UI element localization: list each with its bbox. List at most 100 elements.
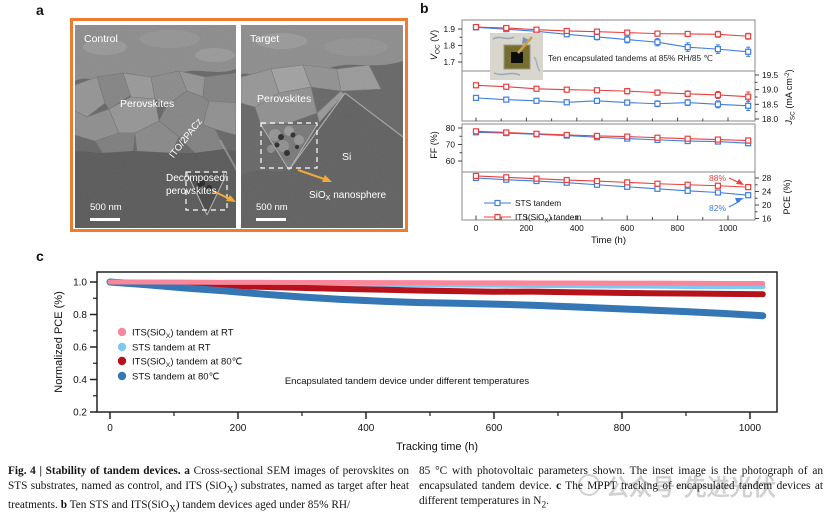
marker-square — [533, 175, 540, 182]
panel-c-label: c — [36, 248, 44, 264]
marker-square — [745, 184, 752, 191]
marker-square — [593, 132, 601, 140]
marker-square — [684, 90, 691, 97]
y-axis-title-jsc: JSC (mA cm-2) — [784, 69, 796, 125]
y-tick-label: 1.0 — [73, 278, 87, 289]
y-tick-label: 0.8 — [73, 310, 87, 321]
caption-segment: Cross-sectional SEM images of perovskite… — [8, 465, 409, 492]
polyline — [475, 131, 749, 144]
panel-b-label: b — [420, 0, 429, 16]
condition-note: Encapsulated tandem device under differe… — [285, 376, 530, 387]
marker-square — [714, 101, 722, 108]
marker-square — [624, 88, 631, 95]
marker-square — [593, 177, 601, 185]
marker-square — [684, 187, 691, 194]
marker-square — [593, 33, 601, 41]
marker-square — [745, 192, 752, 199]
x-tick-label: 400 — [570, 223, 584, 233]
marker-square — [654, 100, 661, 107]
marker-square — [745, 137, 752, 144]
legend-item-its: ITS(SiOX) tandem — [484, 212, 581, 224]
x-tick-label: 1000 — [739, 423, 762, 434]
marker-square — [503, 174, 510, 181]
y-tick-label: 0.2 — [73, 408, 87, 419]
polyline — [475, 26, 749, 37]
caption-bold-segment: b — [60, 499, 67, 512]
caption-segment: 85 °C with photovoltaic parameters shown… — [419, 465, 823, 492]
series-its-voc — [472, 23, 752, 40]
perovskite-label: Perovskites — [120, 98, 174, 110]
marker-square — [714, 189, 722, 196]
x-tick-label: 400 — [358, 423, 375, 434]
legend-item-1: STS tandem at RT — [117, 342, 211, 354]
y-tick-label: 16 — [762, 214, 772, 224]
x-tick-label: 0 — [474, 223, 479, 233]
y-axis-title-ff: FF (%) — [429, 131, 439, 159]
series-its-pce — [472, 172, 752, 191]
legend-dot — [117, 356, 127, 366]
legend-marker — [494, 213, 501, 221]
subplot-ff: 60 70 80 FF (%) — [429, 123, 752, 166]
x-tick-label: 800 — [614, 423, 631, 434]
marker-square — [503, 24, 510, 32]
marker-square — [533, 97, 540, 104]
marker-square — [503, 96, 510, 103]
callout-arrowhead — [322, 175, 332, 182]
sem-noise — [241, 25, 403, 228]
x-tick-label: 600 — [620, 223, 634, 233]
callout-label-line1: Decomposed — [166, 173, 225, 184]
subplot-jsc: 18.0 18.5 19.0 19.5 JSC (mA cm-2) — [472, 69, 796, 126]
legend-label: ITS(SiOX) tandem at RT — [132, 328, 234, 340]
polyline — [475, 97, 749, 107]
watermark-logo-icon — [578, 474, 600, 496]
marker-square — [563, 99, 570, 106]
photo-marking — [533, 56, 541, 72]
legend-item-2: ITS(SiOX) tandem at 80℃ — [117, 356, 243, 369]
y-tick-label: 0.6 — [73, 343, 87, 354]
marker-square — [563, 86, 570, 93]
marker-square — [533, 26, 540, 33]
marker-square — [654, 180, 661, 187]
series-sts-jsc — [472, 94, 752, 111]
legend-dot — [117, 371, 127, 381]
caption-bold-segment: c — [556, 480, 562, 492]
retention-sts: 82% — [709, 203, 726, 213]
photo-marking — [493, 72, 521, 76]
caption-segment: The MPPT tracking of encapsulated tandem… — [419, 480, 823, 507]
polygon — [735, 198, 744, 203]
legend-item-sts: STS tandem — [484, 198, 561, 208]
scalebar-label: 500 nm — [90, 202, 122, 213]
device-photo-inset — [490, 33, 543, 80]
legend-dot — [117, 327, 127, 337]
series-its-jsc — [472, 82, 752, 102]
series-sts-ff — [472, 129, 752, 147]
series-band-0 — [107, 279, 766, 286]
y-tick-label: 1.8 — [443, 41, 455, 51]
caption-left-column: Fig. 4 | Stability of tandem devices. a … — [8, 464, 409, 518]
dashed-highlight-box — [185, 171, 228, 211]
y-tick-label: 18.5 — [762, 99, 779, 109]
legend-dot — [117, 342, 127, 352]
caption-segment: ) tandem devices aged under 85% RH/ — [175, 499, 351, 512]
si-label: Si — [342, 151, 351, 163]
marker-square — [684, 44, 691, 51]
y-tick-label: 28 — [762, 173, 772, 183]
marker-square — [624, 36, 631, 43]
panel-c-chart: 0 200 400 600 800 1000 0.2 0.4 0.6 0.8 1.0 Normaliz… — [53, 271, 778, 453]
caption-segment: Ten STS and ITS(SiO — [67, 499, 169, 512]
marker-square — [714, 136, 722, 143]
marker-square — [684, 30, 691, 38]
caption-bold-segment: Fig. 4 | Stability of tandem devices. — [8, 465, 185, 477]
marker-square — [533, 130, 540, 137]
marker-square — [593, 97, 601, 104]
y-axis-title: Normalized PCE (%) — [53, 291, 65, 392]
marker-square — [624, 99, 631, 106]
marker-square — [745, 93, 752, 100]
marker-square — [503, 129, 510, 136]
y-tick-label: 1.7 — [443, 57, 455, 67]
marker-square — [533, 85, 540, 92]
subplot-pce: 16 20 24 28 PCE (%) 88% 82% — [472, 172, 792, 224]
